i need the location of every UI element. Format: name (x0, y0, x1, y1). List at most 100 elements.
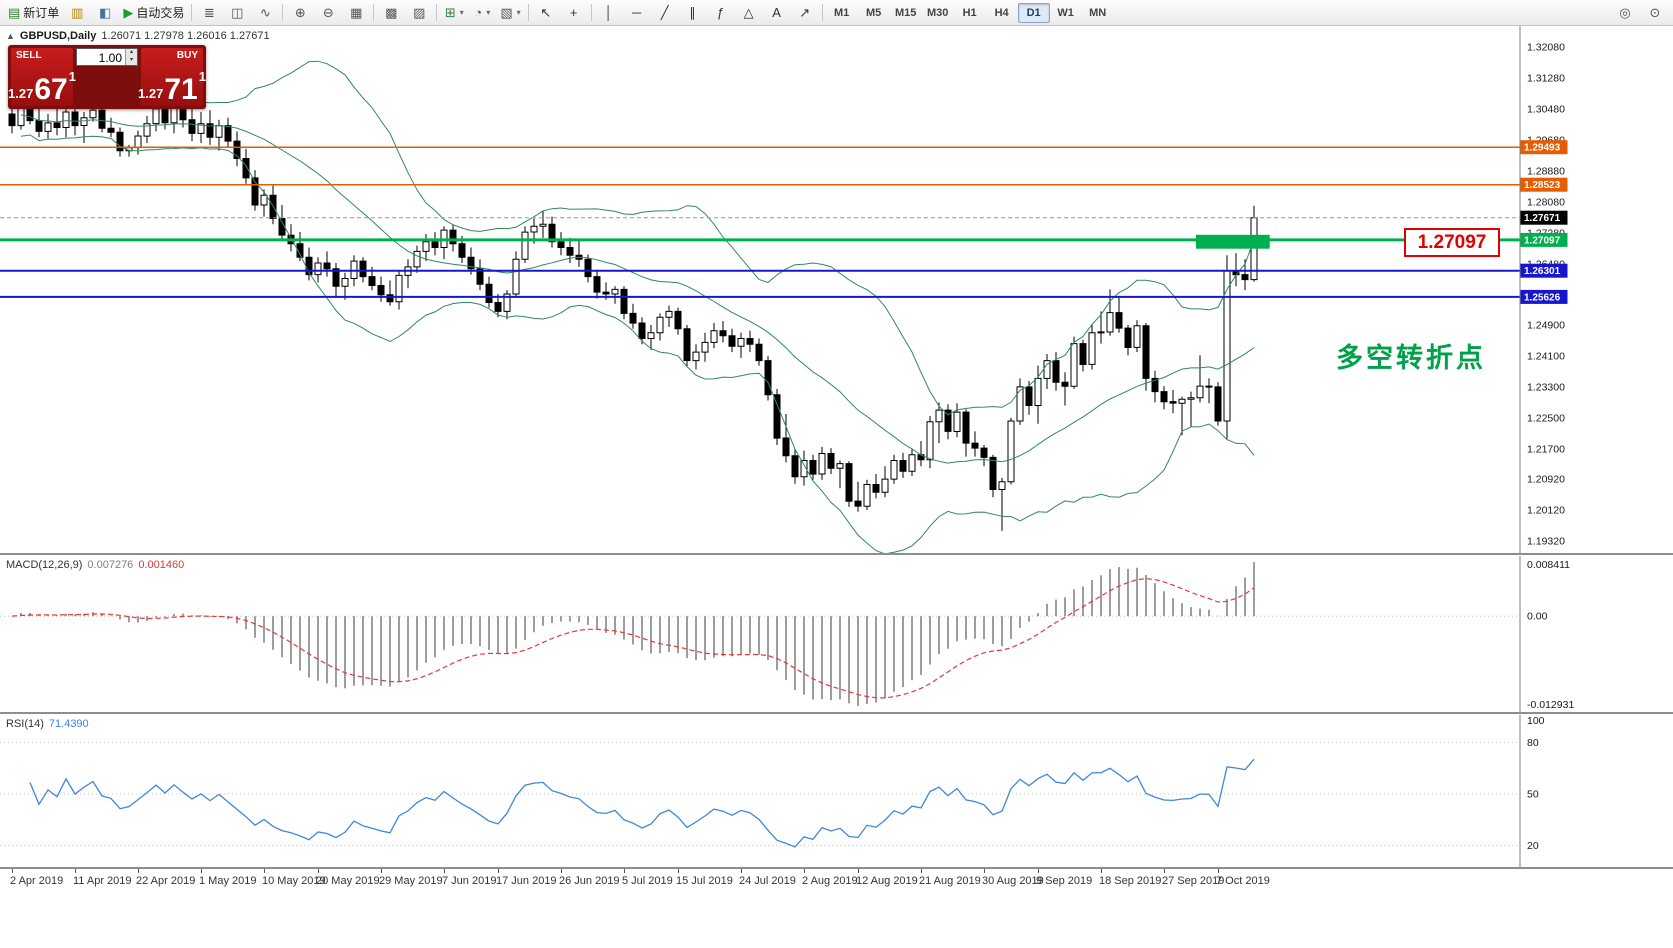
toolbar-divider (282, 4, 284, 21)
cursor-icon[interactable]: ↖ (532, 2, 560, 24)
timeframe-mn-button[interactable]: MN (1089, 6, 1107, 19)
zoom-in-icon[interactable]: ⊕ (286, 2, 314, 24)
rsi-axis-tick-label: 50 (1527, 789, 1539, 801)
profiles-icon[interactable]: ◧ (91, 2, 119, 24)
timeframe-m1-button[interactable]: M1 (834, 6, 850, 19)
volume-up-button[interactable]: ▴ (126, 49, 137, 57)
y-axis-tick-label: 1.24900 (1527, 320, 1565, 332)
price-badge-text: 1.27671 (1524, 213, 1561, 224)
y-axis-tick-label: 1.22500 (1527, 412, 1565, 424)
date-tick (201, 869, 202, 873)
profiles-icon: ◧ (99, 4, 112, 20)
highlight-zone[interactable] (1196, 234, 1270, 249)
data-window-icon[interactable]: ⊙ (1649, 4, 1661, 20)
trendline-icon[interactable]: ╱ (651, 2, 679, 24)
arrange-windows-icon[interactable]: ▩ (377, 2, 405, 24)
date-tick-label: 20 May 2019 (316, 875, 380, 887)
zoom-out-icon: ⊖ (322, 4, 334, 20)
macd-axis-min: -0.012931 (1527, 699, 1574, 711)
date-tick-label: 2 Apr 2019 (10, 875, 64, 887)
autotrading-icon: ▶ (123, 4, 134, 20)
chart-window-icon[interactable]: ▥ (63, 2, 91, 24)
line-chart-icon[interactable]: ∿ (251, 2, 279, 24)
rsi-axis-tick-label: 20 (1527, 840, 1539, 852)
rsi-canvas: 100 80 50 20 (0, 715, 1673, 872)
zoom-out-icon[interactable]: ⊖ (314, 2, 342, 24)
channel-icon[interactable]: ∥ (679, 2, 707, 24)
toolbar-items: ▤ 新订单 ▥ ◧ ▶ 自动交易 ≣ ◫ ∿ ⊕ ⊖ ▦ ▩ ▨ ⊞ ▾ ◔ ▾ ▧ ▾ ↖ + │ ─ ╱ ∥ ƒ △ A ↗ M1 M5 M… (4, 2, 1114, 24)
arrow-tool-icon[interactable]: ↗ (791, 2, 819, 24)
date-axis[interactable]: 2 Apr 2019 11 Apr 2019 22 Apr 2019 1 May 20… (0, 869, 1673, 895)
arrange-windows-icon: ▩ (385, 4, 398, 20)
bollinger-upper-band (20, 60, 1255, 416)
cascade-windows-icon: ▨ (413, 4, 426, 20)
rsi-line (29, 758, 1255, 848)
date-tick-label: 27 Sep 2019 (1162, 875, 1225, 887)
search-icon[interactable]: ◎ (1619, 4, 1631, 20)
crosshair-icon[interactable]: + (560, 2, 588, 24)
text-icon[interactable]: A (763, 2, 791, 24)
rsi-value: 71.4390 (48, 718, 89, 730)
symbol-timeframe-label: GBPUSD,Daily (19, 30, 97, 42)
macd-panel[interactable]: MACD(12,26,9) 0.007276 0.001460 0.008411 0.… (0, 556, 1673, 712)
timeframe-m30-button[interactable]: M30 (926, 6, 949, 19)
timeframe-d1-button[interactable]: D1 (1017, 2, 1050, 23)
toolbar: ▤ 新订单 ▥ ◧ ▶ 自动交易 ≣ ◫ ∿ ⊕ ⊖ ▦ ▩ ▨ ⊞ ▾ ◔ ▾ ▧ ▾ ↖ + │ ─ ╱ ∥ ƒ △ A ↗ M1 M5 M… (0, 0, 1673, 26)
price-badge-1.25626 (1520, 289, 1568, 304)
chart-text-annotation[interactable]: 多空转折点 (1336, 343, 1486, 373)
indicators-button[interactable]: ⊞ ▾ (440, 2, 468, 24)
vertical-line-icon[interactable]: │ (595, 2, 623, 24)
bar-chart-icon[interactable]: ≣ (195, 2, 223, 24)
volume-input[interactable]: 1.00 ▴ ▾ (76, 48, 138, 66)
bollinger-middle-band (20, 114, 1255, 464)
volume-down-button[interactable]: ▾ (126, 57, 137, 65)
trendline-icon: ╱ (660, 4, 669, 20)
date-tick (498, 869, 499, 873)
macd-label: MACD(12,26,9) 0.007276 0.001460 (6, 559, 185, 571)
shapes-icon[interactable]: △ (735, 2, 763, 24)
date-tick-label: 24 Jul 2019 (739, 875, 796, 887)
y-axis-tick-label: 1.20920 (1527, 474, 1565, 486)
candlestick-chart-icon[interactable]: ◫ (223, 2, 251, 24)
chart-title: ▲ GBPUSD,Daily 1.26071 1.27978 1.26016 1… (6, 30, 270, 42)
panel-separator[interactable] (0, 867, 1673, 869)
fibonacci-icon[interactable]: ƒ (707, 2, 735, 24)
date-tick (858, 869, 859, 873)
timeframe-h4-button[interactable]: H4 (994, 6, 1009, 19)
one-click-panel-toggle-icon[interactable]: ▲ (6, 31, 15, 41)
date-tick-label: 17 Jun 2019 (496, 875, 557, 887)
price-level-callout[interactable]: 1.27097 (1404, 228, 1500, 257)
y-axis-tick-label: 1.19320 (1527, 536, 1565, 548)
date-tick-label: 18 Sep 2019 (1099, 875, 1162, 887)
panel-separator[interactable] (0, 553, 1673, 555)
timeframe-m15-button[interactable]: M15 (894, 6, 917, 19)
autotrading-button[interactable]: ▶ 自动交易 (119, 2, 188, 24)
y-axis-tick-label: 1.30480 (1527, 103, 1565, 115)
candlestick-chart-icon: ◫ (231, 4, 244, 20)
cascade-windows-icon[interactable]: ▨ (405, 2, 433, 24)
date-tick (264, 869, 265, 873)
price-badge-1.28523 (1520, 177, 1568, 192)
toolbar-divider (590, 4, 592, 21)
price-chart-canvas[interactable]: 1.320801.312801.304801.296801.288801.280… (0, 26, 1673, 555)
templates-button[interactable]: ▧ ▾ (496, 2, 524, 24)
price-badge-text: 1.25626 (1524, 292, 1561, 303)
timeframe-h1-button[interactable]: H1 (962, 6, 977, 19)
timeframe-w1-button[interactable]: W1 (1057, 6, 1074, 19)
tile-windows-icon[interactable]: ▦ (342, 2, 370, 24)
periods-button[interactable]: ◔ ▾ (468, 2, 496, 24)
panel-separator[interactable] (0, 712, 1673, 714)
sell-button[interactable]: SELL 1.27 67 1 (8, 48, 76, 106)
buy-button[interactable]: BUY 1.27 71 1 (138, 48, 206, 106)
date-tick-label: 5 Jul 2019 (622, 875, 673, 887)
timeframe-m5-button[interactable]: M5 (866, 6, 882, 19)
price-badge-text: 1.29493 (1524, 143, 1561, 154)
toolbar-divider (191, 4, 193, 21)
new-order-button[interactable]: ▤ 新订单 (4, 2, 63, 24)
horizontal-line-icon[interactable]: ─ (623, 2, 651, 24)
rsi-panel[interactable]: RSI(14) 71.4390 100 80 50 20 (0, 715, 1673, 867)
price-badge-text: 1.26301 (1524, 266, 1561, 277)
toolbar-right-items: ◎ ⊙ (1611, 2, 1669, 24)
line-chart-icon: ∿ (259, 4, 271, 20)
main-chart[interactable]: 1.320801.312801.304801.296801.288801.280… (0, 26, 1673, 555)
